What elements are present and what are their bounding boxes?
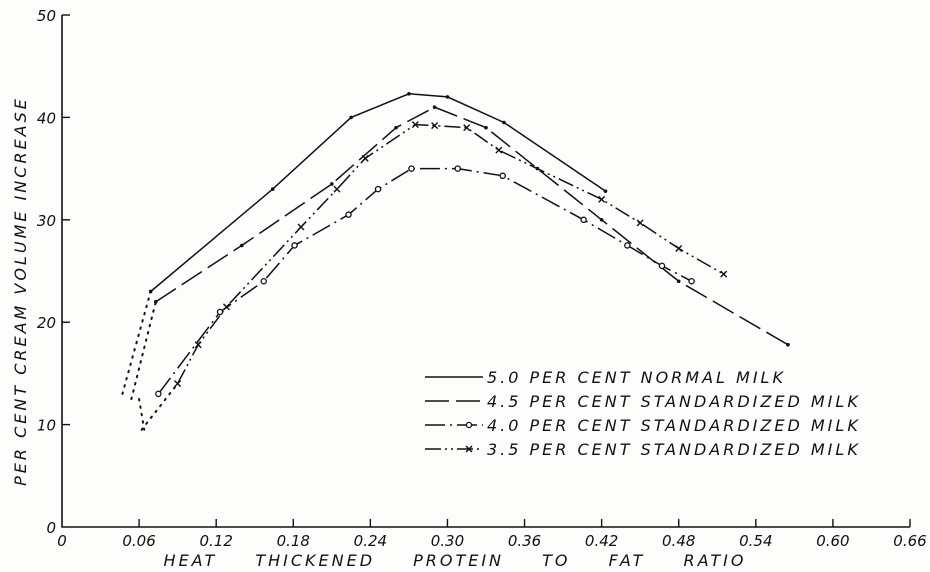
legend-entry: 5.0 PER CENT NORMAL MILK	[425, 368, 786, 387]
data-point-dot	[484, 125, 488, 130]
series-line	[176, 123, 725, 384]
y-tick-label: 40	[37, 109, 56, 127]
x-tick-label: 0.18	[277, 532, 310, 550]
x-tick-label: 0.12	[199, 532, 232, 550]
x-axis-label: HEAT THICKENED PROTEIN TO FAT RATIO	[164, 551, 747, 570]
data-point-circle	[408, 165, 415, 172]
data-point-x	[675, 244, 683, 252]
data-point-dot	[349, 115, 353, 120]
data-point-dot	[148, 289, 153, 294]
x-tick-label: 0.06	[122, 532, 155, 550]
data-point-circle	[155, 390, 162, 398]
x-tick-label: 0	[57, 532, 67, 550]
data-point-x	[411, 121, 419, 129]
legend-label: 5.0 PER CENT NORMAL MILK	[487, 368, 786, 387]
data-point-x	[333, 185, 341, 193]
data-point-dot	[445, 95, 450, 99]
legend-label: 4.5 PER CENT STANDARDIZED MILK	[487, 392, 861, 411]
y-axis-label: PER CENT CREAM VOLUME INCREASE	[11, 96, 30, 486]
y-tick-label: 10	[37, 417, 56, 435]
data-point-dot	[502, 120, 506, 125]
series-line	[155, 106, 789, 346]
legend-entry: 3.5 PER CENT STANDARDIZED MILK	[425, 440, 861, 459]
data-point-x	[174, 380, 182, 388]
data-point-circle	[499, 172, 506, 180]
data-point-circle	[291, 242, 298, 249]
axes: 0 0.06 0.12 0.18 0.24 0.30 0.36 0.42 0.48 0.54 0.6…	[37, 7, 927, 550]
axis-frame	[61, 15, 910, 528]
legend-entry: 4.0 PER CENT STANDARDIZED MILK	[425, 416, 861, 435]
y-tick-label: 50	[37, 7, 56, 25]
data-point-circle	[454, 165, 461, 172]
data-point-dot	[407, 92, 411, 96]
data-point-dot	[432, 105, 437, 109]
data-point-x	[463, 124, 471, 132]
y-tick-label: 20	[37, 314, 56, 332]
data-point-dot	[240, 243, 244, 248]
y-tick-label: 30	[37, 212, 56, 230]
data-point-circle	[658, 262, 666, 270]
series-line	[150, 93, 606, 293]
legend-label: 3.5 PER CENT STANDARDIZED MILK	[487, 440, 861, 459]
x-tick-label: 0.60	[816, 532, 849, 550]
series-extrapolation	[140, 382, 179, 431]
series-line	[157, 167, 692, 395]
data-point-dot	[394, 125, 398, 130]
data-point-circle	[580, 216, 587, 224]
legend: 5.0 PER CENT NORMAL MILK 4.5 PER CENT STA…	[425, 368, 861, 459]
data-point-circle	[624, 242, 631, 249]
data-point-x	[361, 154, 369, 162]
data-point-x	[720, 270, 728, 278]
x-tick-label: 0.30	[431, 532, 464, 550]
series-extrapolation	[121, 290, 152, 395]
data-point-x	[431, 122, 439, 130]
data-point-circle	[260, 277, 267, 285]
x-tick-label: 0.24	[354, 532, 387, 550]
data-point-dot	[270, 187, 275, 191]
data-point-circle	[345, 211, 352, 218]
x-tick-label: 0.54	[739, 532, 772, 550]
series-extrapolation	[130, 300, 157, 400]
data-point-dot	[599, 218, 604, 222]
x-tick-label: 0.66	[893, 532, 926, 550]
data-point-x	[194, 341, 202, 349]
series-4	[140, 121, 728, 431]
data-point-dot	[153, 299, 158, 304]
series-3	[138, 165, 695, 431]
data-point-x	[598, 195, 606, 203]
x-tick-label: 0.42	[585, 532, 618, 550]
x-tick-label: 0.36	[508, 532, 541, 550]
series-extrapolation	[138, 398, 146, 431]
data-point-x	[636, 219, 644, 227]
legend-entry: 4.5 PER CENT STANDARDIZED MILK	[425, 392, 861, 411]
data-point-x	[465, 445, 473, 453]
data-point-dot	[676, 279, 681, 284]
x-tick-label: 0.48	[662, 532, 695, 550]
data-point-x	[297, 223, 305, 231]
data-point-x	[495, 146, 503, 154]
series-1	[121, 92, 608, 395]
data-point-x	[222, 303, 230, 311]
data-point-circle	[465, 421, 473, 429]
data-point-dot	[603, 189, 608, 193]
data-point-circle	[374, 185, 382, 193]
data-point-dot	[330, 182, 334, 186]
data-point-circle	[688, 277, 695, 285]
data-point-dot	[786, 342, 790, 347]
legend-label: 4.0 PER CENT STANDARDIZED MILK	[487, 416, 861, 435]
series-2	[130, 105, 790, 400]
series-layer	[121, 92, 790, 431]
y-tick-label: 0	[46, 519, 56, 537]
